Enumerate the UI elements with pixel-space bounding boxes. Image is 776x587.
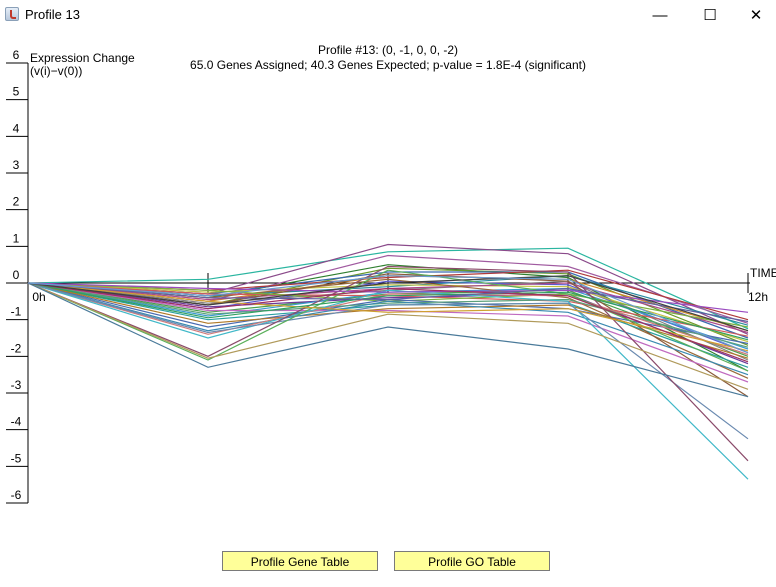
java-app-icon <box>5 7 19 21</box>
series-line <box>27 282 749 352</box>
series-line <box>27 282 749 341</box>
series-line <box>27 269 749 372</box>
x-axis-label: TIME <box>750 266 776 280</box>
y-tick-label: -3 <box>11 378 22 392</box>
series-line <box>27 247 749 330</box>
y-tick-label: 6 <box>13 48 20 62</box>
maximize-button[interactable]: ☐ <box>703 7 717 24</box>
profile-go-table-button[interactable]: Profile GO Table <box>394 551 550 571</box>
y-axis-label: Expression Change (v(i)−v(0)) <box>30 52 135 78</box>
series-line <box>27 282 749 440</box>
title-bar: Profile 13 — ☐ ✕ <box>0 0 776 30</box>
series-line <box>27 265 749 462</box>
y-tick-label: -2 <box>11 341 22 355</box>
y-tick-label: 1 <box>13 231 20 245</box>
series-line <box>27 275 749 354</box>
series-line <box>27 282 749 356</box>
series-line <box>27 275 749 332</box>
series-line <box>27 282 749 363</box>
close-button[interactable]: ✕ <box>749 7 763 24</box>
y-tick-label: 2 <box>13 195 20 209</box>
y-tick-label: -5 <box>11 451 22 465</box>
x-tick-label: 12h <box>748 290 768 304</box>
y-tick-label: 3 <box>13 158 20 172</box>
series-line <box>27 282 749 383</box>
chart-subtitle: 65.0 Genes Assigned; 40.3 Genes Expected… <box>190 58 586 72</box>
series-line <box>27 282 749 398</box>
y-tick-label: -4 <box>11 415 22 429</box>
y-tick-label: -6 <box>11 488 22 502</box>
series-line <box>27 282 749 390</box>
chart-canvas: 6 5 4 3 2 1 0 -1 -2 -3 -4 -5 -6 0h 12h TIME <box>6 48 776 504</box>
y-axis-label-line: Expression Change <box>30 51 135 65</box>
series-line <box>27 282 749 313</box>
series-line <box>27 282 749 323</box>
button-bar: Profile Gene Table Profile GO Table <box>0 545 776 587</box>
y-tick-label: -1 <box>11 305 22 319</box>
x-tick-label: 0h <box>32 290 45 304</box>
series-line <box>27 282 749 376</box>
y-axis-label-line: (v(i)−v(0)) <box>30 64 83 78</box>
y-tick-label: 0 <box>13 268 20 282</box>
profile-gene-table-button[interactable]: Profile Gene Table <box>222 551 378 571</box>
window-title: Profile 13 <box>25 7 80 22</box>
series-line <box>27 282 749 480</box>
y-tick-label: 4 <box>13 121 20 135</box>
minimize-button[interactable]: — <box>652 6 668 24</box>
y-tick-label: 5 <box>13 85 20 99</box>
profile-plot: Profile #13: (0, -1, 0, 0, -2) 65.0 Gene… <box>0 30 776 545</box>
chart-title: Profile #13: (0, -1, 0, 0, -2) <box>317 43 459 57</box>
